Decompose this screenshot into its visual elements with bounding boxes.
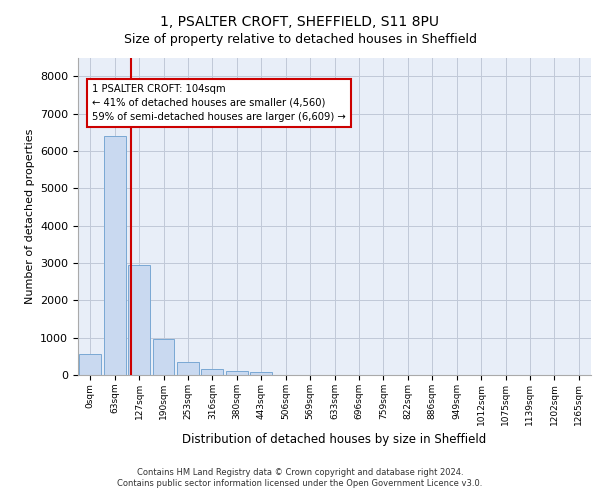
Y-axis label: Number of detached properties: Number of detached properties	[25, 128, 35, 304]
Bar	[202, 369, 223, 375]
Text: 1 PSALTER CROFT: 104sqm
← 41% of detached houses are smaller (4,560)
59% of semi: 1 PSALTER CROFT: 104sqm ← 41% of detache…	[92, 84, 346, 122]
Bar	[250, 372, 272, 375]
Bar	[226, 372, 248, 375]
Bar	[177, 362, 199, 375]
Bar	[104, 136, 125, 375]
Bar	[128, 265, 150, 375]
Bar	[152, 339, 175, 375]
Text: Contains HM Land Registry data © Crown copyright and database right 2024.
Contai: Contains HM Land Registry data © Crown c…	[118, 468, 482, 487]
Text: Size of property relative to detached houses in Sheffield: Size of property relative to detached ho…	[124, 32, 476, 46]
Bar	[79, 354, 101, 375]
X-axis label: Distribution of detached houses by size in Sheffield: Distribution of detached houses by size …	[182, 433, 487, 446]
Text: 1, PSALTER CROFT, SHEFFIELD, S11 8PU: 1, PSALTER CROFT, SHEFFIELD, S11 8PU	[161, 15, 439, 29]
